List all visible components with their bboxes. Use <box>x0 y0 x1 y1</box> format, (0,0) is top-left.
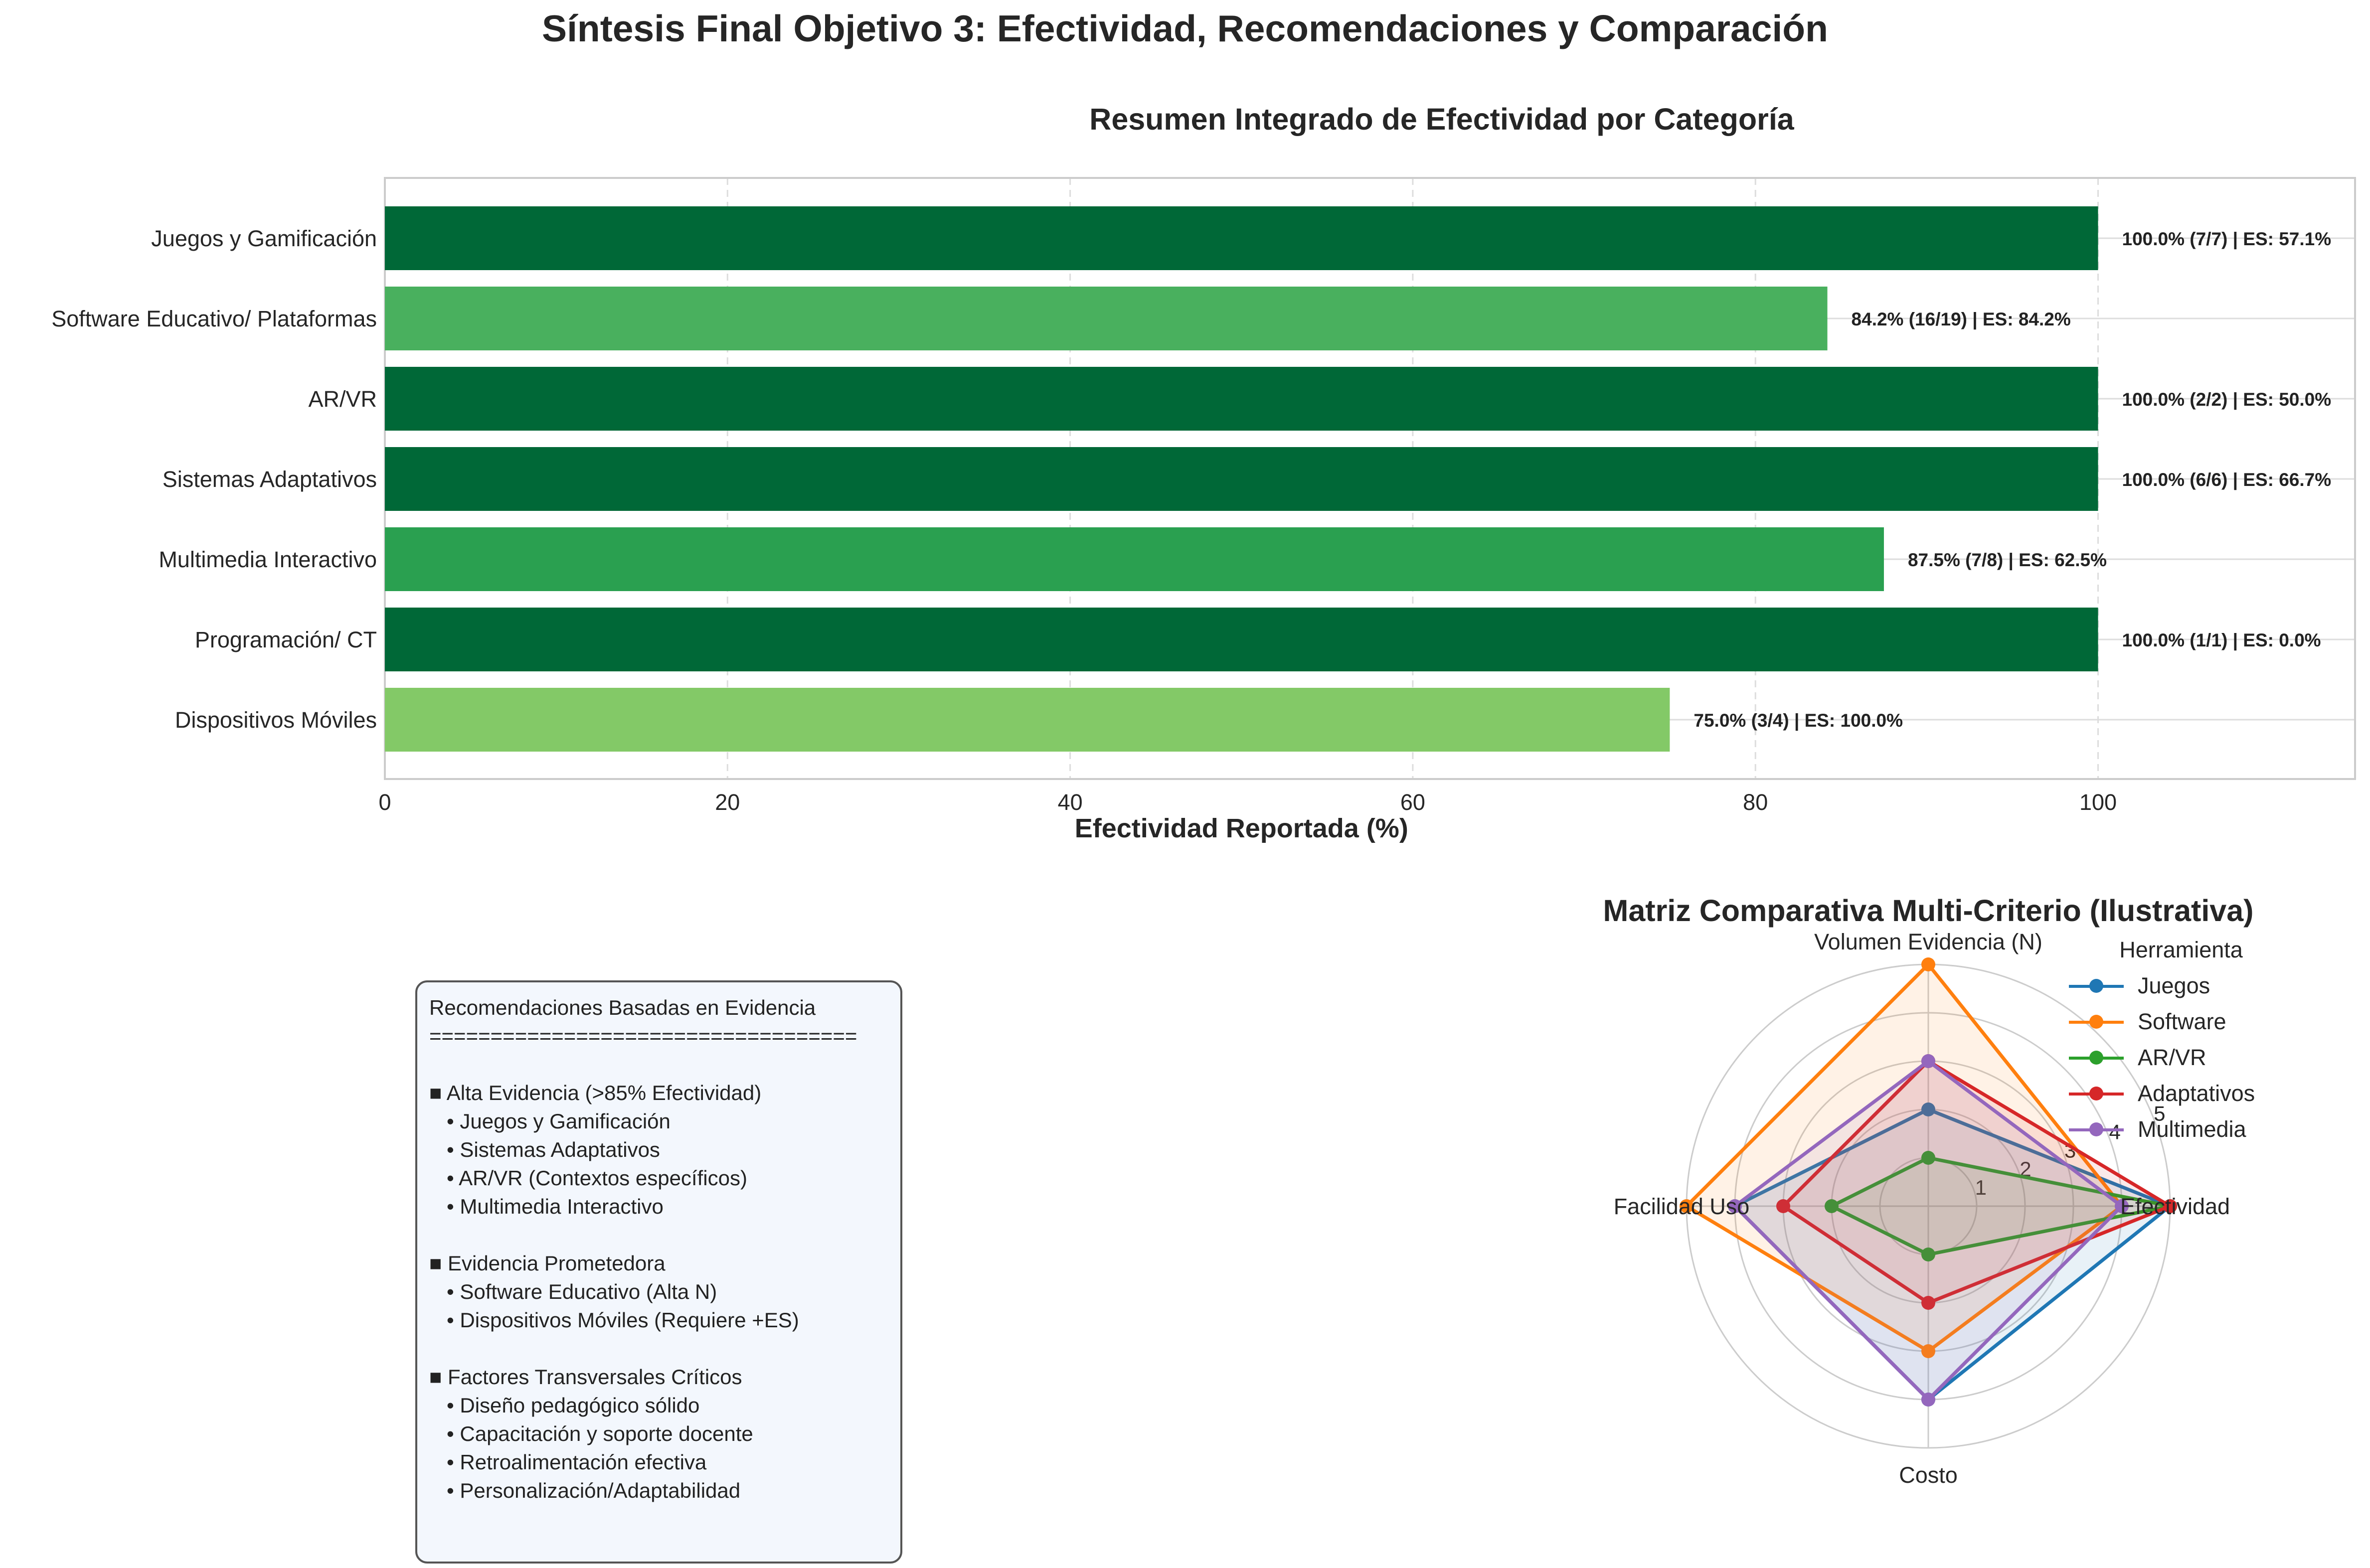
data-label: 100.0% (6/6) | ES: 66.7% <box>2122 470 2332 490</box>
legend-label: AR/VR <box>2138 1045 2206 1070</box>
bar <box>385 527 1884 591</box>
category-label: Juegos y Gamificación <box>151 226 377 251</box>
bar <box>385 447 2098 511</box>
bar <box>385 688 1670 752</box>
legend-label: Multimedia <box>2138 1116 2246 1142</box>
data-label: 84.2% (16/19) | ES: 84.2% <box>1852 309 2071 330</box>
figure-title: Síntesis Final Objetivo 3: Efectividad, … <box>542 7 1828 49</box>
data-label: 100.0% (2/2) | ES: 50.0% <box>2122 389 2332 410</box>
series-point <box>1680 1199 1693 1213</box>
bar <box>385 287 1828 350</box>
axis-label: Volumen Evidencia (N) <box>1814 929 2042 954</box>
legend-marker <box>2089 1015 2103 1029</box>
category-label: Multimedia Interactivo <box>159 547 377 572</box>
legend-marker <box>2089 979 2103 993</box>
series-point <box>2163 1199 2177 1213</box>
category-label: Software Educativo/ Plataformas <box>51 306 377 331</box>
effectiveness-bar-chart: Juegos y Gamificación 100.0% (7/7) | ES: … <box>51 177 2356 843</box>
bar <box>385 367 2098 431</box>
bar-chart-title: Resumen Integrado de Efectividad por Cat… <box>1089 102 1794 136</box>
series-point <box>1921 957 1935 971</box>
legend-title: Herramienta <box>2119 937 2243 962</box>
radial-tick-label: 2 <box>2020 1157 2031 1181</box>
legend-item: Software <box>2069 1004 2283 1040</box>
series-point <box>2115 1199 2129 1213</box>
series-point <box>1921 1102 1935 1116</box>
category-label: Sistemas Adaptativos <box>163 467 377 492</box>
data-label: 87.5% (7/8) | ES: 62.5% <box>1908 550 2107 571</box>
axis-label: Costo <box>1899 1462 1958 1488</box>
legend-item: Adaptativos <box>2069 1076 2283 1111</box>
radial-tick-label: 1 <box>1975 1176 1987 1199</box>
legend-swatch <box>2069 1086 2124 1101</box>
axis-label: Facilidad Uso <box>1614 1194 1750 1219</box>
legend-label: Software <box>2138 1009 2226 1034</box>
legend-swatch <box>2069 978 2124 993</box>
axis-label: Efectividad <box>2120 1194 2230 1219</box>
legend-marker <box>2089 1051 2103 1065</box>
category-label: Programación/ CT <box>195 627 377 652</box>
series-point <box>1728 1199 1742 1213</box>
x-tick-label: 60 <box>1400 789 1425 815</box>
bar <box>385 608 2098 671</box>
data-label: 100.0% (7/7) | ES: 57.1% <box>2122 229 2332 250</box>
category-label: AR/VR <box>308 386 377 412</box>
radar-legend: Herramienta Juegos Software AR/VR Adaptativ… <box>2069 937 2283 1147</box>
recommendations-box: Recomendaciones Basadas en Evidencia ===… <box>415 980 902 1564</box>
series-point <box>1825 1199 1839 1213</box>
category-label: Dispositivos Móviles <box>175 707 377 733</box>
series-point <box>1921 1296 1935 1310</box>
radial-tick-label: 5 <box>2154 1101 2165 1125</box>
data-label: 100.0% (1/1) | ES: 0.0% <box>2122 630 2321 651</box>
legend-items: Juegos Software AR/VR Adaptativos Multimedia <box>2069 968 2283 1147</box>
radial-tick-label: 4 <box>2109 1120 2120 1144</box>
series-point <box>1921 1344 1935 1358</box>
x-tick-label: 0 <box>378 789 391 815</box>
legend-marker <box>2089 1122 2103 1136</box>
series-point <box>1921 1393 1935 1407</box>
legend-marker <box>2089 1087 2103 1100</box>
legend-swatch <box>2069 1122 2124 1137</box>
series-point <box>1921 1248 1935 1261</box>
x-tick-label: 20 <box>715 789 740 815</box>
series-point <box>1921 1054 1935 1068</box>
series-point <box>1776 1199 1790 1213</box>
x-tick-label: 80 <box>1743 789 1768 815</box>
legend-swatch <box>2069 1050 2124 1065</box>
legend-label: Juegos <box>2138 973 2210 998</box>
legend-swatch <box>2069 1014 2124 1029</box>
legend-item: AR/VR <box>2069 1040 2283 1076</box>
legend-item: Juegos <box>2069 968 2283 1004</box>
radar-chart-title: Matriz Comparativa Multi-Criterio (Ilust… <box>1603 894 2254 928</box>
bar <box>385 206 2098 270</box>
x-tick-label: 100 <box>2079 789 2117 815</box>
x-tick-label: 40 <box>1058 789 1083 815</box>
legend-item: Multimedia <box>2069 1111 2283 1147</box>
data-label: 75.0% (3/4) | ES: 100.0% <box>1693 710 1903 731</box>
series-point <box>1921 1151 1935 1165</box>
legend-label: Adaptativos <box>2138 1081 2255 1106</box>
x-axis-label: Efectividad Reportada (%) <box>1075 813 1408 843</box>
